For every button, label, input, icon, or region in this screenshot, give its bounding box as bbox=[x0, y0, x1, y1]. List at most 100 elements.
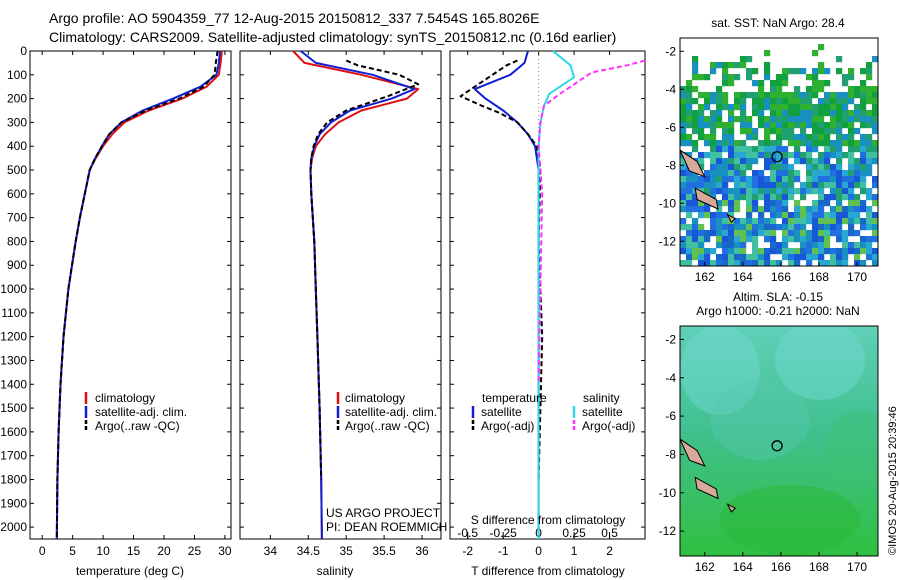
sst-cell bbox=[794, 236, 801, 243]
lon-tick-label: 166 bbox=[771, 560, 791, 574]
sst-cell bbox=[722, 188, 729, 195]
sst-cell bbox=[842, 176, 849, 183]
sst-cell bbox=[812, 170, 819, 177]
sst-cell bbox=[770, 98, 777, 105]
sst-cell bbox=[794, 86, 801, 93]
sst-cell bbox=[806, 206, 813, 213]
sst-cell bbox=[794, 140, 801, 147]
sst-cell bbox=[818, 152, 825, 159]
sst-cell bbox=[848, 188, 855, 195]
sst-cell bbox=[824, 98, 831, 105]
sst-cell bbox=[770, 92, 777, 99]
sst-cell bbox=[710, 260, 717, 266]
sst-cell bbox=[680, 110, 687, 117]
sst-cell bbox=[806, 92, 813, 99]
legend-label-s-satellite: satellite bbox=[582, 405, 623, 419]
sst-cell bbox=[788, 260, 795, 266]
sst-cell bbox=[722, 260, 729, 266]
sst-cell bbox=[740, 194, 747, 201]
sst-cell bbox=[704, 98, 711, 105]
sst-cell bbox=[848, 146, 855, 153]
sst-cell bbox=[686, 92, 693, 99]
sst-cell bbox=[734, 164, 741, 171]
sst-cell bbox=[776, 128, 783, 135]
island-shape bbox=[726, 503, 737, 513]
sst-cell bbox=[854, 254, 861, 261]
sst-cell bbox=[782, 242, 789, 249]
sst-cell bbox=[812, 212, 819, 219]
depth-tick-label: 800 bbox=[7, 234, 27, 248]
sst-cell bbox=[836, 110, 843, 117]
x-tick-label: 35 bbox=[340, 544, 354, 558]
sst-cell bbox=[728, 152, 735, 159]
sst-cell bbox=[716, 170, 723, 177]
sst-cell bbox=[722, 200, 729, 207]
sst-cell bbox=[788, 230, 795, 237]
sst-cell bbox=[818, 62, 825, 69]
sst-cell bbox=[836, 128, 843, 135]
sst-cell bbox=[836, 134, 843, 141]
depth-tick-label: 900 bbox=[7, 258, 27, 272]
sst-cell bbox=[722, 98, 729, 105]
sst-cell bbox=[680, 176, 687, 183]
sst-cell bbox=[842, 206, 849, 213]
sst-cell bbox=[680, 170, 687, 177]
sst-cell bbox=[794, 254, 801, 261]
sst-cell bbox=[680, 92, 687, 99]
sst-cell bbox=[854, 158, 861, 165]
sst-cell bbox=[836, 224, 843, 231]
sst-cell bbox=[758, 206, 765, 213]
sst-cell bbox=[716, 212, 723, 219]
sst-cell bbox=[764, 128, 771, 135]
series-line-climatology bbox=[55, 50, 223, 540]
lon-tick-label: 170 bbox=[847, 560, 867, 574]
difference-lines bbox=[459, 50, 646, 539]
legend-label-climatology: climatology bbox=[345, 391, 405, 405]
sst-cell bbox=[860, 182, 867, 189]
sst-cell bbox=[698, 260, 705, 266]
sst-cell bbox=[686, 98, 693, 105]
sst-cell bbox=[722, 68, 729, 75]
sst-cell bbox=[746, 218, 753, 225]
sst-cell bbox=[806, 140, 813, 147]
sst-cell bbox=[776, 92, 783, 99]
sst-cell bbox=[740, 62, 747, 69]
sst-cell bbox=[836, 104, 843, 111]
sst-cell bbox=[728, 254, 735, 261]
lat-tick-label: -4 bbox=[665, 82, 676, 96]
sst-cell bbox=[872, 218, 878, 225]
sst-cell bbox=[782, 254, 789, 261]
sst-cell bbox=[830, 104, 837, 111]
sst-cell bbox=[788, 128, 795, 135]
sst-cell bbox=[752, 260, 759, 266]
sst-cell bbox=[752, 182, 759, 189]
sst-cell bbox=[692, 230, 699, 237]
legend-label-argo: Argo(..raw -QC) bbox=[345, 419, 430, 433]
sst-cell bbox=[836, 200, 843, 207]
sst-cell bbox=[680, 260, 687, 266]
sst-cell bbox=[830, 218, 837, 225]
sst-cell bbox=[782, 158, 789, 165]
sst-cell bbox=[734, 146, 741, 153]
sst-cell bbox=[824, 158, 831, 165]
sst-cell bbox=[782, 104, 789, 111]
sst-cell bbox=[734, 254, 741, 261]
sst-cell bbox=[860, 164, 867, 171]
legend-header-salinity: salinity bbox=[583, 391, 620, 405]
sst-cell bbox=[842, 80, 849, 87]
depth-tick-label: 400 bbox=[7, 139, 27, 153]
sst-cell bbox=[710, 182, 717, 189]
sst-cell bbox=[824, 170, 831, 177]
sst-cell bbox=[752, 176, 759, 183]
sst-cell bbox=[692, 200, 699, 207]
sst-cell bbox=[734, 158, 741, 165]
sst-cell bbox=[752, 152, 759, 159]
sst-cell bbox=[800, 140, 807, 147]
sst-cell bbox=[776, 164, 783, 171]
sst-cell bbox=[692, 242, 699, 249]
sst-cell bbox=[716, 230, 723, 237]
sst-cell bbox=[794, 122, 801, 129]
sst-cell bbox=[758, 152, 765, 159]
sst-cell bbox=[692, 68, 699, 75]
sst-cell bbox=[728, 236, 735, 243]
